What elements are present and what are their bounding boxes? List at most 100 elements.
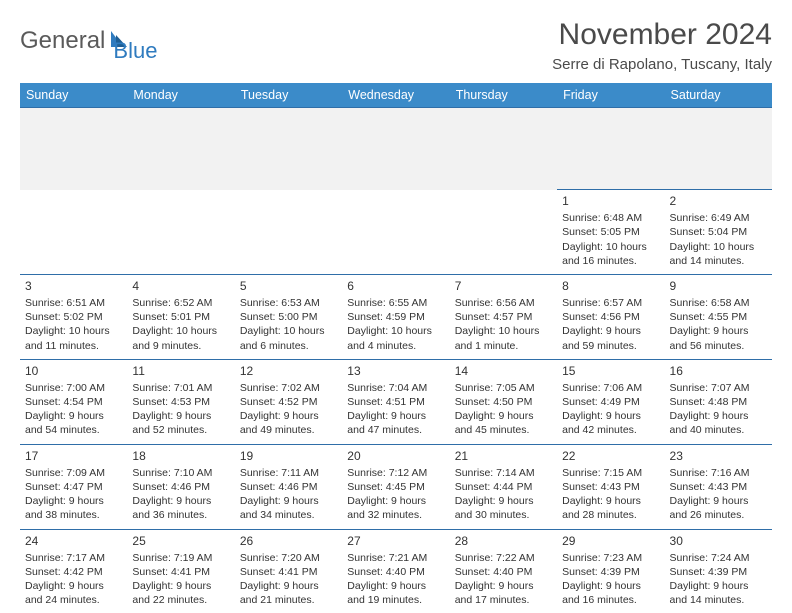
day-info-sunrise: Sunrise: 7:02 AM: [240, 381, 337, 395]
day-number: 2: [670, 193, 767, 209]
day-number: 20: [347, 448, 444, 464]
weekday-header: Thursday: [450, 83, 557, 108]
day-number: 26: [240, 533, 337, 549]
day-info-daylight2: and 22 minutes.: [132, 593, 229, 607]
day-info-daylight1: Daylight: 10 hours: [562, 240, 659, 254]
day-info-daylight2: and 14 minutes.: [670, 254, 767, 268]
day-info-sunset: Sunset: 4:56 PM: [562, 310, 659, 324]
day-number: 8: [562, 278, 659, 294]
day-info-sunset: Sunset: 4:50 PM: [455, 395, 552, 409]
day-number: 25: [132, 533, 229, 549]
weekday-header: Sunday: [20, 83, 127, 108]
calendar-cell: 28Sunrise: 7:22 AMSunset: 4:40 PMDayligh…: [450, 529, 557, 613]
day-info-sunrise: Sunrise: 7:07 AM: [670, 381, 767, 395]
day-info-daylight2: and 40 minutes.: [670, 423, 767, 437]
day-info-daylight1: Daylight: 9 hours: [240, 409, 337, 423]
day-info-daylight2: and 21 minutes.: [240, 593, 337, 607]
day-info-sunset: Sunset: 4:43 PM: [670, 480, 767, 494]
day-info-sunrise: Sunrise: 7:00 AM: [25, 381, 122, 395]
calendar-body: 1Sunrise: 6:48 AMSunset: 5:05 PMDaylight…: [20, 108, 772, 613]
day-info-sunrise: Sunrise: 7:05 AM: [455, 381, 552, 395]
calendar-cell: 29Sunrise: 7:23 AMSunset: 4:39 PMDayligh…: [557, 529, 664, 613]
day-info-sunset: Sunset: 4:49 PM: [562, 395, 659, 409]
day-info-daylight2: and 1 minute.: [455, 339, 552, 353]
calendar-cell: 7Sunrise: 6:56 AMSunset: 4:57 PMDaylight…: [450, 274, 557, 359]
day-number: 3: [25, 278, 122, 294]
weekday-header: Wednesday: [342, 83, 449, 108]
calendar-cell: 15Sunrise: 7:06 AMSunset: 4:49 PMDayligh…: [557, 359, 664, 444]
day-info-sunrise: Sunrise: 6:58 AM: [670, 296, 767, 310]
day-info-daylight2: and 26 minutes.: [670, 508, 767, 522]
weekday-header: Monday: [127, 83, 234, 108]
day-info-sunset: Sunset: 4:48 PM: [670, 395, 767, 409]
day-info-sunset: Sunset: 4:44 PM: [455, 480, 552, 494]
calendar-cell: [342, 190, 449, 275]
day-info-daylight1: Daylight: 10 hours: [132, 324, 229, 338]
day-info-sunset: Sunset: 5:05 PM: [562, 225, 659, 239]
day-info-sunrise: Sunrise: 6:51 AM: [25, 296, 122, 310]
day-info-daylight1: Daylight: 9 hours: [347, 579, 444, 593]
day-info-daylight1: Daylight: 9 hours: [670, 324, 767, 338]
day-info-sunrise: Sunrise: 6:55 AM: [347, 296, 444, 310]
calendar-cell: 25Sunrise: 7:19 AMSunset: 4:41 PMDayligh…: [127, 529, 234, 613]
calendar-cell: 6Sunrise: 6:55 AMSunset: 4:59 PMDaylight…: [342, 274, 449, 359]
calendar-cell: 3Sunrise: 6:51 AMSunset: 5:02 PMDaylight…: [20, 274, 127, 359]
calendar-cell: 21Sunrise: 7:14 AMSunset: 4:44 PMDayligh…: [450, 444, 557, 529]
day-info-daylight1: Daylight: 9 hours: [132, 409, 229, 423]
day-info-sunrise: Sunrise: 6:49 AM: [670, 211, 767, 225]
day-info-daylight1: Daylight: 9 hours: [132, 579, 229, 593]
logo: General Blue: [20, 18, 157, 64]
calendar-cell: 5Sunrise: 6:53 AMSunset: 5:00 PMDaylight…: [235, 274, 342, 359]
day-info-sunrise: Sunrise: 7:01 AM: [132, 381, 229, 395]
calendar-cell: [20, 190, 127, 275]
day-info-sunrise: Sunrise: 7:10 AM: [132, 466, 229, 480]
day-info-daylight2: and 32 minutes.: [347, 508, 444, 522]
day-number: 22: [562, 448, 659, 464]
day-number: 18: [132, 448, 229, 464]
day-number: 30: [670, 533, 767, 549]
weekday-header: Friday: [557, 83, 664, 108]
day-number: 12: [240, 363, 337, 379]
day-info-sunrise: Sunrise: 7:24 AM: [670, 551, 767, 565]
day-info-sunset: Sunset: 5:01 PM: [132, 310, 229, 324]
day-number: 14: [455, 363, 552, 379]
calendar-row: 3Sunrise: 6:51 AMSunset: 5:02 PMDaylight…: [20, 274, 772, 359]
day-info-sunrise: Sunrise: 7:20 AM: [240, 551, 337, 565]
day-info-sunset: Sunset: 4:41 PM: [240, 565, 337, 579]
day-info-daylight1: Daylight: 10 hours: [455, 324, 552, 338]
day-info-sunset: Sunset: 4:57 PM: [455, 310, 552, 324]
calendar-cell: 2 Sunrise: 6:49 AMSunset: 5:04 PMDaylight…: [665, 190, 772, 275]
day-info-daylight2: and 16 minutes.: [562, 593, 659, 607]
day-info-sunrise: Sunrise: 6:52 AM: [132, 296, 229, 310]
calendar-cell: 4Sunrise: 6:52 AMSunset: 5:01 PMDaylight…: [127, 274, 234, 359]
day-number: 17: [25, 448, 122, 464]
day-info-sunrise: Sunrise: 7:19 AM: [132, 551, 229, 565]
day-info-sunset: Sunset: 5:04 PM: [670, 225, 767, 239]
title-block: November 2024 Serre di Rapolano, Tuscany…: [552, 18, 772, 73]
day-info-daylight2: and 14 minutes.: [670, 593, 767, 607]
day-info-sunrise: Sunrise: 6:48 AM: [562, 211, 659, 225]
weekday-header: Tuesday: [235, 83, 342, 108]
logo-text-general: General: [20, 27, 105, 55]
day-info-daylight1: Daylight: 9 hours: [562, 579, 659, 593]
day-info-daylight1: Daylight: 10 hours: [670, 240, 767, 254]
day-info-sunset: Sunset: 4:51 PM: [347, 395, 444, 409]
day-info-daylight2: and 30 minutes.: [455, 508, 552, 522]
day-info-sunrise: Sunrise: 6:53 AM: [240, 296, 337, 310]
day-info-sunrise: Sunrise: 7:12 AM: [347, 466, 444, 480]
day-info-sunset: Sunset: 4:39 PM: [562, 565, 659, 579]
day-info-daylight1: Daylight: 9 hours: [240, 579, 337, 593]
day-info-daylight1: Daylight: 9 hours: [25, 409, 122, 423]
calendar-cell: 20Sunrise: 7:12 AMSunset: 4:45 PMDayligh…: [342, 444, 449, 529]
day-info-daylight1: Daylight: 9 hours: [562, 494, 659, 508]
weekday-header-row: SundayMondayTuesdayWednesdayThursdayFrid…: [20, 83, 772, 108]
calendar-cell: 1Sunrise: 6:48 AMSunset: 5:05 PMDaylight…: [557, 190, 664, 275]
day-info-daylight1: Daylight: 9 hours: [670, 494, 767, 508]
day-info-daylight1: Daylight: 9 hours: [562, 409, 659, 423]
calendar-cell: 9Sunrise: 6:58 AMSunset: 4:55 PMDaylight…: [665, 274, 772, 359]
day-info-daylight1: Daylight: 9 hours: [455, 409, 552, 423]
day-number: 23: [670, 448, 767, 464]
month-title: November 2024: [552, 18, 772, 52]
day-info-sunrise: Sunrise: 7:14 AM: [455, 466, 552, 480]
day-info-sunrise: Sunrise: 7:06 AM: [562, 381, 659, 395]
